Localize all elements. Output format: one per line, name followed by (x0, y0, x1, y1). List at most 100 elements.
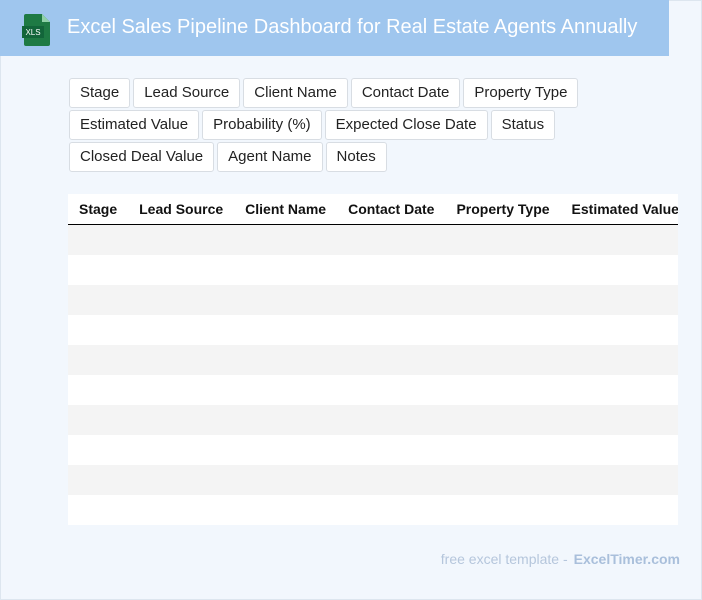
filter-button[interactable]: Contact Date (350, 78, 461, 108)
table-cell (337, 315, 445, 345)
header-row: Stage Lead Source Client Name Contact Date P… (68, 194, 678, 225)
table-cell (337, 284, 446, 315)
filter-button[interactable]: Agent Name (217, 142, 323, 172)
column-header[interactable]: Stage (68, 194, 129, 225)
table-cell (234, 495, 337, 525)
filter-button[interactable]: Expected Close Date (324, 110, 488, 140)
table-cell (128, 375, 234, 405)
filter-button[interactable]: Stage (69, 78, 131, 108)
table-cell (445, 404, 561, 435)
table-cell (234, 255, 337, 285)
table-cell (445, 315, 560, 345)
table-row (68, 435, 678, 465)
filter-button[interactable]: Closed Deal Value (69, 142, 215, 172)
table-row (68, 404, 678, 435)
table-cell (445, 344, 561, 375)
table-cell (337, 344, 446, 375)
footer: free excel template - ExcelTimer.com (441, 551, 680, 567)
table-cell (561, 255, 678, 285)
data-table: Stage Lead Source Client Name Contact Date P… (68, 194, 678, 525)
table-cell (445, 464, 561, 495)
table-cell (234, 344, 338, 375)
table-cell (445, 495, 560, 525)
table-cell (561, 435, 678, 465)
table-cell (337, 375, 445, 405)
column-header[interactable]: Estimated Value (560, 194, 678, 225)
table-cell (560, 224, 678, 255)
column-header[interactable]: Client Name (234, 194, 338, 225)
table-container: Stage Lead Source Client Name Contact Date P… (68, 194, 678, 525)
column-header[interactable]: Contact Date (337, 194, 446, 225)
table-cell (68, 284, 129, 315)
table-row (68, 495, 678, 525)
table-row (68, 224, 678, 255)
table-cell (445, 224, 561, 255)
table-cell (68, 495, 128, 525)
table-cell (128, 464, 235, 495)
table-cell (128, 255, 234, 285)
table-cell (68, 435, 128, 465)
table-cell (128, 435, 234, 465)
filter-bar: Stage Lead Source Client Name Contact Date P… (69, 78, 699, 172)
table-body (68, 224, 678, 525)
table-cell (337, 495, 445, 525)
table-cell (445, 375, 560, 405)
table-cell (337, 435, 445, 465)
table-cell (234, 315, 337, 345)
table-cell (561, 315, 678, 345)
table-row (68, 284, 678, 315)
table-cell (445, 435, 560, 465)
table-cell (445, 255, 560, 285)
table-cell (337, 224, 446, 255)
table-cell (445, 284, 561, 315)
table-cell (234, 404, 338, 435)
table-cell (560, 464, 678, 495)
table-cell (560, 284, 678, 315)
footer-link[interactable]: ExcelTimer.com (573, 551, 680, 567)
table-cell (560, 404, 678, 435)
filter-button[interactable]: Status (490, 110, 556, 140)
title: Excel Sales Pipeline Dashboard for Real … (67, 16, 638, 38)
xls-icon: XLS (22, 14, 50, 46)
table-cell (68, 404, 129, 435)
table-cell (561, 375, 678, 405)
table-row (68, 255, 678, 285)
column-header[interactable]: Property Type (445, 194, 561, 225)
table-cell (68, 344, 129, 375)
table-cell (234, 375, 337, 405)
table-cell (561, 495, 678, 525)
table-cell (128, 284, 235, 315)
table-cell (128, 315, 234, 345)
table-cell (234, 435, 337, 465)
table-cell (234, 464, 338, 495)
table-cell (337, 404, 446, 435)
filter-button[interactable]: Estimated Value (69, 110, 200, 140)
table-cell (234, 224, 338, 255)
filter-button[interactable]: Notes (325, 142, 387, 172)
table-cell (128, 344, 235, 375)
table-cell (337, 255, 445, 285)
column-header[interactable]: Lead Source (128, 194, 235, 225)
filter-button[interactable]: Lead Source (133, 78, 241, 108)
svg-text:XLS: XLS (25, 28, 40, 37)
table-cell (68, 255, 128, 285)
table-cell (68, 375, 128, 405)
table-cell (68, 224, 129, 255)
table-cell (128, 495, 234, 525)
table-cell (337, 464, 446, 495)
table-cell (128, 224, 235, 255)
table-cell (560, 344, 678, 375)
filter-button[interactable]: Property Type (463, 78, 579, 108)
filter-button[interactable]: Client Name (243, 78, 348, 108)
table-row (68, 464, 678, 495)
header: XLS Excel Sales Pipeline Dashboard for R… (0, 0, 669, 56)
table-cell (234, 284, 338, 315)
table-cell (128, 404, 235, 435)
table-row (68, 315, 678, 345)
table-cell (68, 464, 129, 495)
table-cell (68, 315, 128, 345)
table-row (68, 344, 678, 375)
filter-button[interactable]: Probability (%) (202, 110, 322, 140)
table-row (68, 375, 678, 405)
